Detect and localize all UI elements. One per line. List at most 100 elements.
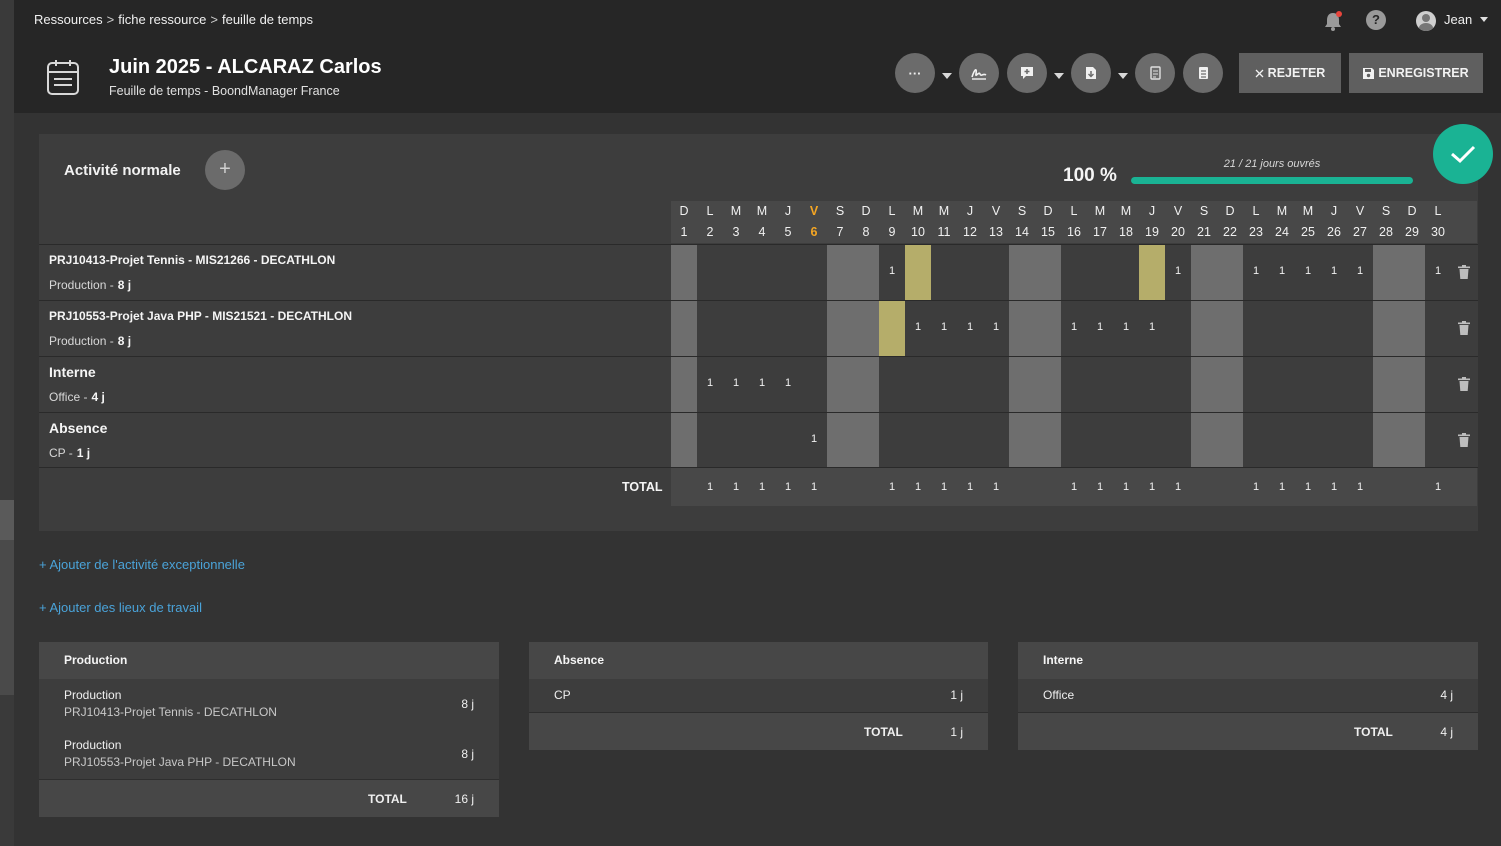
trash-icon[interactable] — [1458, 321, 1470, 335]
day-cell[interactable] — [1295, 301, 1321, 356]
day-cell[interactable] — [749, 245, 775, 300]
day-cell[interactable] — [775, 245, 801, 300]
day-cell[interactable] — [931, 413, 957, 468]
day-cell[interactable]: 1 — [888, 265, 896, 277]
day-cell[interactable] — [1321, 413, 1347, 468]
download-button[interactable] — [1071, 53, 1111, 93]
day-cell[interactable] — [1113, 413, 1139, 468]
row-activity-name[interactable]: Absence — [49, 420, 108, 436]
day-cell[interactable]: 1 — [1096, 321, 1104, 333]
day-cell[interactable] — [1087, 413, 1113, 468]
left-rail-handle[interactable] — [0, 500, 14, 540]
day-cell[interactable] — [1321, 357, 1347, 412]
day-cell[interactable]: 1 — [992, 321, 1000, 333]
add-activity-button[interactable]: + — [205, 150, 245, 190]
day-cell[interactable] — [1165, 413, 1191, 468]
day-cell[interactable] — [1269, 301, 1295, 356]
day-cell[interactable] — [1113, 357, 1139, 412]
day-cell[interactable] — [983, 357, 1009, 412]
trash-icon[interactable] — [1458, 377, 1470, 391]
bell-icon[interactable] — [1322, 10, 1344, 32]
day-cell[interactable] — [1243, 413, 1269, 468]
day-cell[interactable] — [931, 245, 957, 300]
day-cell[interactable] — [1347, 301, 1373, 356]
day-cell[interactable] — [905, 245, 931, 300]
day-cell[interactable]: 1 — [758, 377, 766, 389]
day-cell[interactable] — [957, 245, 983, 300]
day-cell[interactable] — [697, 245, 723, 300]
trash-icon[interactable] — [1458, 433, 1470, 447]
reject-button[interactable]: REJETER — [1239, 53, 1341, 93]
day-cell[interactable] — [983, 245, 1009, 300]
trash-icon[interactable] — [1458, 265, 1470, 279]
day-cell[interactable]: 1 — [1174, 265, 1182, 277]
day-cell[interactable] — [1425, 413, 1451, 468]
day-cell[interactable]: 1 — [914, 321, 922, 333]
day-cell[interactable] — [801, 357, 827, 412]
day-cell[interactable] — [1243, 357, 1269, 412]
day-cell[interactable] — [1061, 357, 1087, 412]
day-cell[interactable] — [1425, 301, 1451, 356]
day-cell[interactable]: 1 — [1356, 265, 1364, 277]
day-cell[interactable] — [723, 245, 749, 300]
day-cell[interactable]: 1 — [966, 321, 974, 333]
day-cell[interactable] — [697, 301, 723, 356]
day-cell[interactable] — [1165, 357, 1191, 412]
day-cell[interactable]: 1 — [1278, 265, 1286, 277]
day-cell[interactable]: 1 — [1252, 265, 1260, 277]
add-workplaces-link[interactable]: + Ajouter des lieux de travail — [39, 600, 202, 615]
day-cell[interactable] — [879, 301, 905, 356]
comment-button[interactable] — [1007, 53, 1047, 93]
chevron-down-icon[interactable] — [942, 73, 952, 79]
user-avatar-icon[interactable] — [1416, 11, 1436, 31]
day-cell[interactable] — [1139, 245, 1165, 300]
day-cell[interactable] — [1139, 357, 1165, 412]
day-cell[interactable] — [957, 413, 983, 468]
day-cell[interactable] — [1061, 413, 1087, 468]
day-cell[interactable] — [1295, 357, 1321, 412]
day-cell[interactable] — [931, 357, 957, 412]
row-activity-name[interactable]: PRJ10413-Projet Tennis - MIS21266 - DECA… — [49, 253, 336, 267]
day-cell[interactable] — [1165, 301, 1191, 356]
chevron-down-icon[interactable] — [1118, 73, 1128, 79]
day-cell[interactable]: 1 — [1070, 321, 1078, 333]
sign-button[interactable] — [959, 53, 999, 93]
add-exceptional-activity-link[interactable]: + Ajouter de l'activité exceptionnelle — [39, 557, 245, 572]
day-cell[interactable]: 1 — [784, 377, 792, 389]
day-cell[interactable] — [879, 413, 905, 468]
day-cell[interactable] — [1347, 413, 1373, 468]
day-cell[interactable] — [801, 301, 827, 356]
day-cell[interactable]: 1 — [732, 377, 740, 389]
day-cell[interactable] — [905, 357, 931, 412]
day-cell[interactable] — [801, 245, 827, 300]
day-cell[interactable]: 1 — [706, 377, 714, 389]
day-cell[interactable] — [1347, 357, 1373, 412]
day-cell[interactable] — [697, 413, 723, 468]
user-name[interactable]: Jean — [1444, 12, 1473, 27]
day-cell[interactable] — [749, 413, 775, 468]
more-actions-button[interactable]: ··· — [895, 53, 935, 93]
help-icon[interactable]: ? — [1366, 10, 1386, 30]
day-cell[interactable] — [1061, 245, 1087, 300]
clipboard-button[interactable] — [1183, 53, 1223, 93]
day-cell[interactable] — [905, 413, 931, 468]
chevron-down-icon[interactable] — [1480, 17, 1488, 22]
day-cell[interactable]: 1 — [1330, 265, 1338, 277]
save-button[interactable]: ENREGISTRER — [1349, 53, 1483, 93]
day-cell[interactable] — [1113, 245, 1139, 300]
day-cell[interactable]: 1 — [1434, 265, 1442, 277]
day-cell[interactable]: 1 — [810, 433, 818, 445]
day-cell[interactable] — [957, 357, 983, 412]
day-cell[interactable]: 1 — [940, 321, 948, 333]
day-cell[interactable] — [1269, 357, 1295, 412]
day-cell[interactable] — [723, 413, 749, 468]
day-cell[interactable] — [1087, 245, 1113, 300]
day-cell[interactable] — [1425, 357, 1451, 412]
day-cell[interactable]: 1 — [1304, 265, 1312, 277]
day-cell[interactable] — [1295, 413, 1321, 468]
day-cell[interactable] — [723, 301, 749, 356]
breadcrumb-item-ressources[interactable]: Ressources — [34, 12, 103, 27]
breadcrumb-item-fiche-ressource[interactable]: fiche ressource — [118, 12, 207, 27]
validated-badge[interactable] — [1433, 124, 1493, 184]
document-button[interactable] — [1135, 53, 1175, 93]
